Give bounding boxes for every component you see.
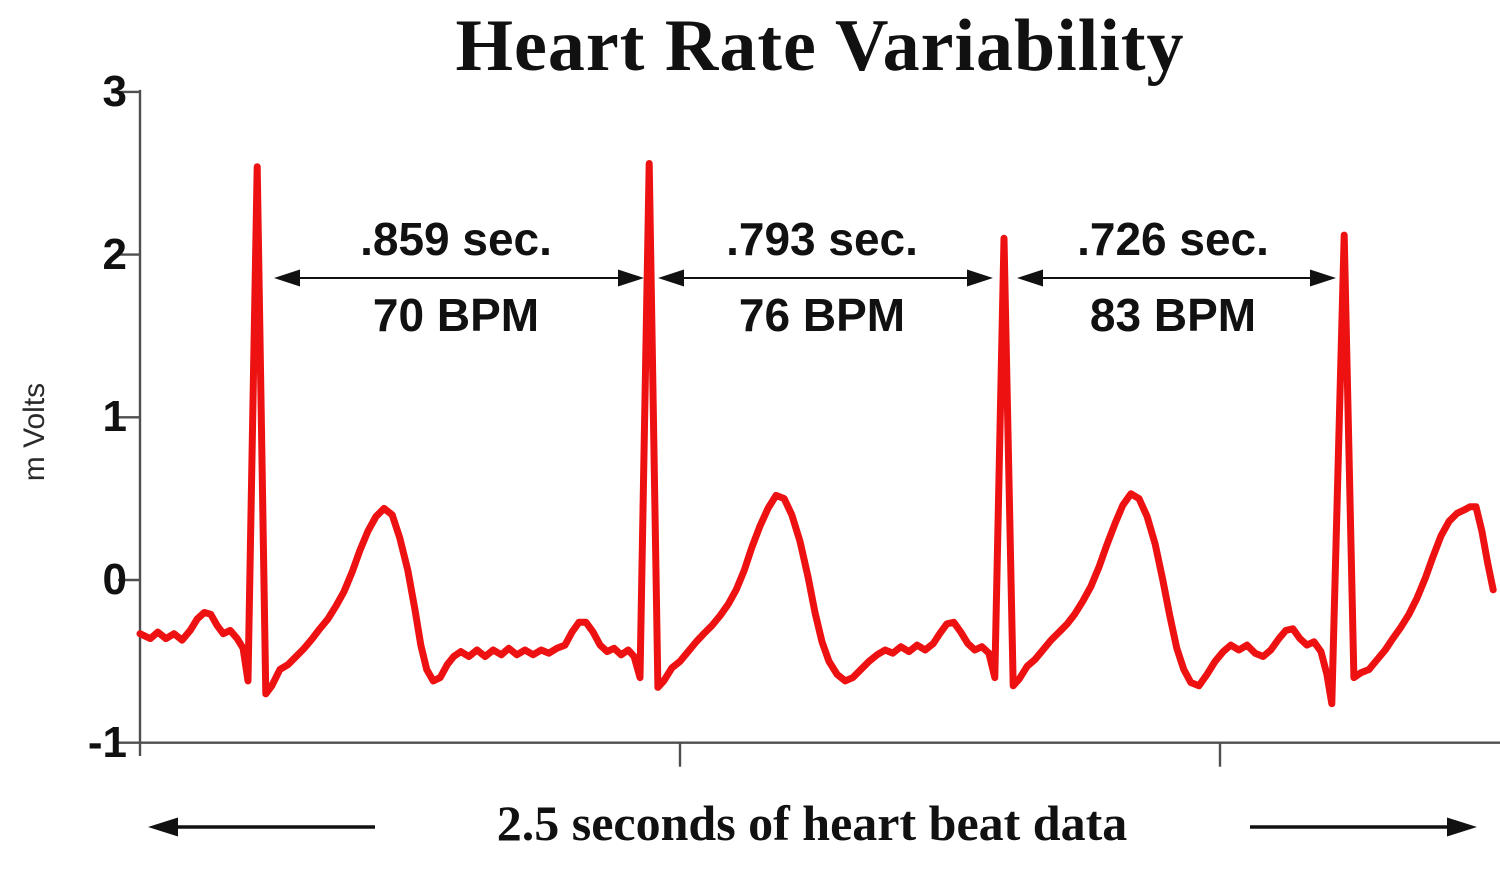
interval-label-2: .793 sec. (726, 213, 918, 265)
caption-arrow-right-head (1447, 817, 1477, 837)
interval-arrow-1-head (618, 269, 644, 287)
chart-title: Heart Rate Variability (455, 5, 1185, 87)
y-tick-label-0: 0 (102, 555, 127, 604)
caption-arrow-left-head (148, 817, 178, 837)
interval-arrow-3-head (1310, 269, 1336, 287)
interval-arrow-3-head (1017, 269, 1043, 287)
axis-spine (138, 89, 1500, 756)
interval-arrow-1-head (274, 269, 300, 287)
y-tick-label-3: 3 (102, 67, 127, 116)
bpm-label-3: 83 BPM (1089, 289, 1257, 341)
y-tick-label-1: 1 (102, 392, 127, 441)
ecg-trace (136, 160, 1497, 708)
x-axis-caption: 2.5 seconds of heart beat data (496, 795, 1128, 851)
bpm-label-1: 70 BPM (372, 289, 540, 341)
interval-label-3: .726 sec. (1077, 213, 1269, 265)
interval-label-1: .859 sec. (360, 213, 552, 265)
bpm-label-2: 76 BPM (738, 289, 906, 341)
interval-arrow-2-head (967, 269, 993, 287)
y-tick-label-2: 2 (102, 230, 127, 279)
y-tick-label-neg1: -1 (87, 718, 127, 767)
y-axis-label: m Volts (18, 382, 51, 482)
interval-arrow-2-head (658, 269, 684, 287)
